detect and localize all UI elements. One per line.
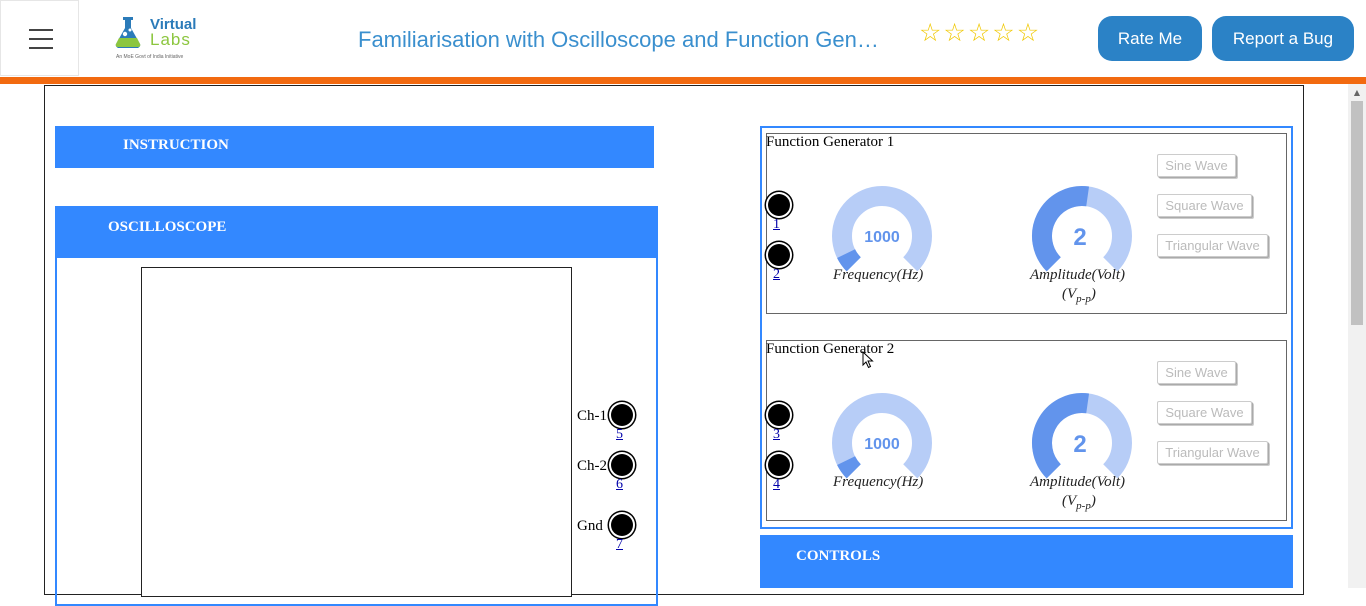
channel-1-jack-number[interactable]: 5 (616, 427, 623, 442)
controls-label: CONTROLS (796, 548, 881, 564)
fg1-frequency-value: 1000 (864, 229, 900, 246)
instruction-header[interactable] (55, 126, 654, 168)
fg1-triangular-wave-button[interactable]: Triangular Wave (1157, 234, 1268, 257)
logo-text-virtual: Virtual (150, 16, 197, 33)
fg2-jack-3-number[interactable]: 3 (773, 427, 780, 442)
oscilloscope-screen (141, 267, 572, 597)
fg1-square-wave-button[interactable]: Square Wave (1157, 194, 1252, 217)
menu-icon-line (29, 38, 53, 40)
function-generator-1-title: Function Generator 1 (766, 134, 895, 150)
fg1-output-jack-2[interactable] (768, 244, 790, 266)
ground-jack[interactable] (611, 514, 633, 536)
fg1-amplitude-unit: (Vp-p) (1062, 286, 1096, 305)
star-icon[interactable]: ☆ (967, 18, 991, 47)
menu-icon-line (29, 29, 53, 31)
fg2-amplitude-unit: (Vp-p) (1062, 493, 1096, 512)
fg1-output-jack-1[interactable] (768, 194, 790, 216)
fg1-jack-2-number[interactable]: 2 (773, 267, 780, 282)
gauge-fill (837, 455, 862, 479)
fg1-jack-1-number[interactable]: 1 (773, 217, 780, 232)
gauge-fill (1032, 393, 1090, 479)
fg1-amplitude-value: 2 (1073, 224, 1086, 251)
unit-suffix: ) (1090, 286, 1096, 302)
rate-me-button[interactable]: Rate Me (1098, 16, 1202, 61)
fg2-sine-wave-button[interactable]: Sine Wave (1157, 361, 1236, 384)
channel-2-jack-number[interactable]: 6 (616, 477, 623, 492)
mouse-cursor-icon (862, 351, 874, 369)
controls-header[interactable] (760, 535, 1293, 588)
fg1-amplitude-knob[interactable]: 2 (1030, 184, 1134, 288)
fg1-frequency-caption: Frequency(Hz) (833, 267, 924, 283)
channel-1-label: Ch-1 (577, 408, 607, 424)
fg2-frequency-caption: Frequency(Hz) (833, 474, 924, 490)
fg2-output-jack-4[interactable] (768, 454, 790, 476)
unit-suffix: ) (1090, 493, 1096, 509)
flask-logo-icon (115, 17, 141, 49)
fg2-amplitude-knob[interactable]: 2 (1030, 391, 1134, 495)
report-bug-button[interactable]: Report a Bug (1212, 16, 1354, 61)
unit-subscript: p-p (1076, 500, 1091, 512)
scroll-up-arrow-icon[interactable]: ▲ (1353, 88, 1361, 97)
gauge-fill (837, 248, 862, 272)
top-navbar: Virtual Labs An MoE Govt of India Initia… (0, 0, 1366, 77)
fg2-frequency-value: 1000 (864, 436, 900, 453)
fg2-amplitude-caption: Amplitude(Volt) (1030, 474, 1125, 490)
logo-text-labs: Labs (150, 30, 191, 49)
fg2-triangular-wave-button[interactable]: Triangular Wave (1157, 441, 1268, 464)
gauge-fill (1032, 186, 1090, 272)
channel-1-jack[interactable] (611, 404, 633, 426)
fg1-sine-wave-button[interactable]: Sine Wave (1157, 154, 1236, 177)
fg2-jack-4-number[interactable]: 4 (773, 477, 780, 492)
fg2-frequency-knob[interactable]: 1000 (830, 391, 934, 495)
channel-2-label: Ch-2 (577, 458, 607, 474)
star-rating: ☆ ☆ ☆ ☆ ☆ (919, 20, 1039, 46)
fg2-output-jack-3[interactable] (768, 404, 790, 426)
function-generator-2 (766, 340, 1287, 521)
function-generator-1 (766, 133, 1287, 314)
function-generators-panel (760, 126, 1293, 529)
gauge-track (832, 393, 932, 479)
hamburger-menu-button[interactable] (0, 0, 79, 76)
menu-icon-line (29, 47, 53, 49)
gauge-track (832, 186, 932, 272)
logo-tagline: An MoE Govt of India Initiative (116, 54, 184, 60)
fg1-amplitude-caption: Amplitude(Volt) (1030, 267, 1125, 283)
fg1-frequency-knob[interactable]: 1000 (830, 184, 934, 288)
star-icon[interactable]: ☆ (919, 18, 942, 47)
virtual-labs-logo[interactable]: Virtual Labs An MoE Govt of India Initia… (110, 12, 206, 64)
scrollbar-thumb[interactable] (1351, 101, 1363, 325)
page-scrollbar[interactable]: ▲ (1348, 84, 1366, 588)
star-icon[interactable]: ☆ (1016, 18, 1040, 47)
fg2-amplitude-value: 2 (1073, 431, 1086, 458)
star-icon[interactable]: ☆ (943, 18, 966, 47)
instruction-label: INSTRUCTION (123, 137, 229, 153)
fg2-square-wave-button[interactable]: Square Wave (1157, 401, 1252, 424)
function-generator-2-title: Function Generator 2 (766, 341, 895, 357)
ground-label: Gnd (577, 518, 603, 534)
ground-jack-number[interactable]: 7 (616, 537, 623, 552)
unit-subscript: p-p (1076, 293, 1091, 305)
unit-prefix: (V (1062, 493, 1077, 509)
page-title: Familiarisation with Oscilloscope and Fu… (358, 27, 883, 52)
oscilloscope-header (55, 206, 658, 258)
header-divider (0, 77, 1366, 84)
star-icon[interactable]: ☆ (992, 18, 1015, 47)
oscilloscope-label: OSCILLOSCOPE (108, 219, 227, 235)
channel-2-jack[interactable] (611, 454, 633, 476)
unit-prefix: (V (1062, 286, 1077, 302)
